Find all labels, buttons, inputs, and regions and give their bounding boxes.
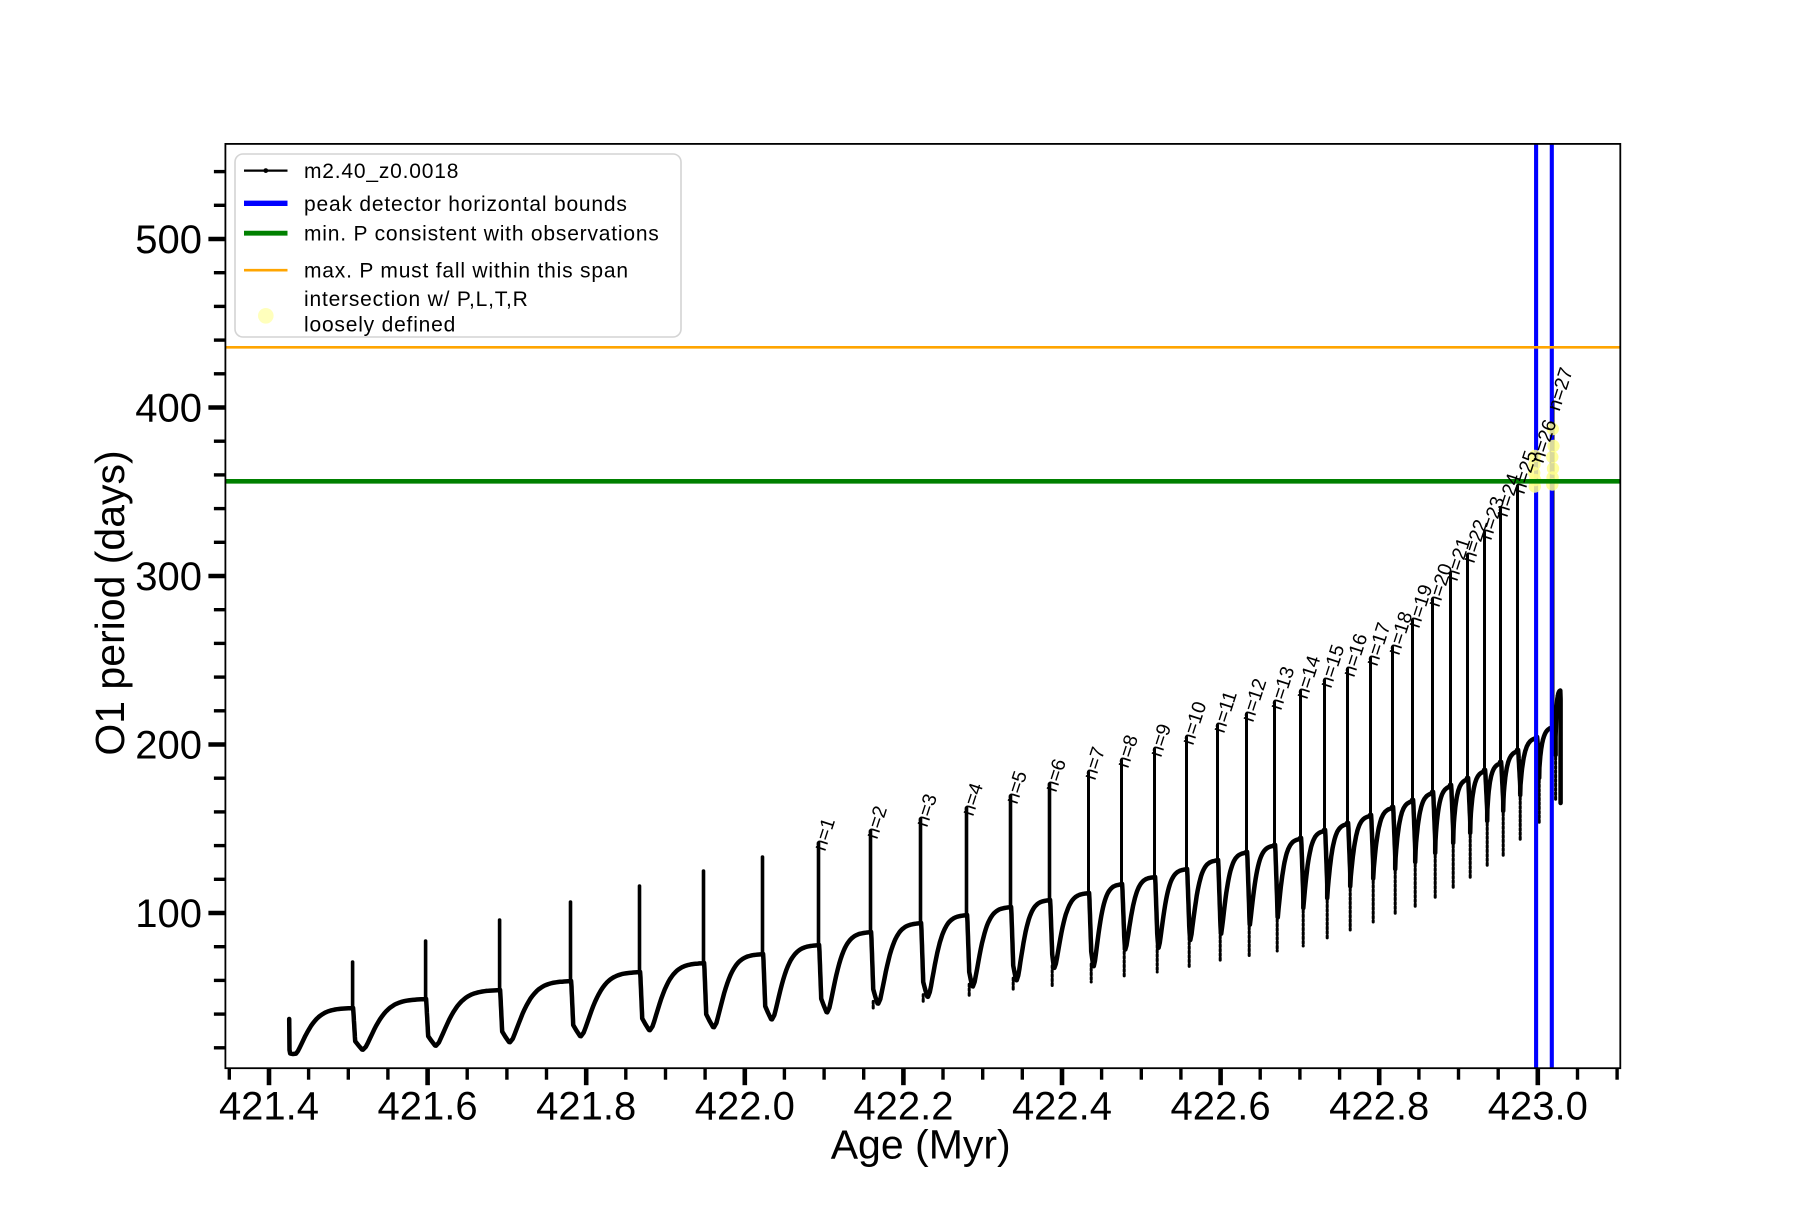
svg-text:200: 200 [135,724,202,768]
svg-text:422.4: 422.4 [1012,1085,1112,1129]
svg-text:m2.40_z0.0018: m2.40_z0.0018 [304,160,459,183]
svg-text:421.8: 421.8 [536,1085,636,1129]
svg-text:100: 100 [135,892,202,936]
svg-text:500: 500 [135,218,202,262]
svg-text:O1 period (days): O1 period (days) [87,450,133,755]
svg-text:421.6: 421.6 [378,1085,478,1129]
svg-text:400: 400 [135,387,202,431]
svg-text:min. P consistent with observa: min. P consistent with observations [304,223,660,246]
svg-text:423.0: 423.0 [1488,1085,1588,1129]
svg-text:422.6: 422.6 [1171,1085,1271,1129]
svg-text:300: 300 [135,555,202,599]
svg-text:Age (Myr): Age (Myr) [831,1122,1011,1168]
svg-text:loosely defined: loosely defined [304,313,456,336]
svg-text:422.0: 422.0 [695,1085,795,1129]
svg-text:intersection w/ P,L,T,R: intersection w/ P,L,T,R [304,288,529,311]
svg-text:421.4: 421.4 [219,1085,319,1129]
svg-text:422.2: 422.2 [853,1085,953,1129]
svg-text:max. P must fall within this s: max. P must fall within this span [304,260,629,283]
svg-text:peak detector horizontal bound: peak detector horizontal bounds [304,193,628,216]
svg-text:422.8: 422.8 [1329,1085,1429,1129]
